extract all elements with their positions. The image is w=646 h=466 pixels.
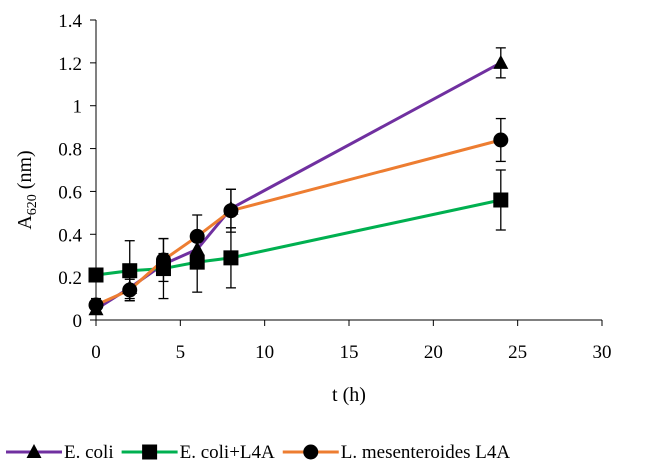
legend-marker-triangle [26,444,42,458]
legend-marker-square [142,444,158,460]
data-point-e-coli-l4a [189,254,205,270]
series-line-l-mesenteroides-l4a [95,138,502,307]
legend-item-e-coli: E. coli [6,442,114,463]
x-tick-label: 15 [340,342,359,363]
legend-item-l-mesenteroides-l4a: L. mesenteroides L4A [282,442,511,463]
legend: E. coli E. coli+L4A L. mesenteroides L4A [6,442,510,463]
legend-label: L. mesenteroides L4A [341,442,511,463]
data-point-e-coli-l4a [88,267,104,283]
error-bars [91,47,506,315]
data-point-e-coli [189,241,205,256]
legend-label: E. coli+L4A [180,442,275,463]
x-tick-label: 10 [255,342,274,363]
y-tick-label: 0.4 [58,225,82,246]
x-tick-label: 20 [424,342,443,363]
y-axis-title-subscript: 620 [25,194,40,215]
y-tick-label: 0 [73,311,83,332]
data-point-l-mesenteroides-l4a [223,203,239,219]
x-ticks: 0 5 10 15 20 25 30 [91,320,612,363]
x-axis-title: t (h) [332,384,366,406]
data-point-l-mesenteroides-l4a [88,297,104,313]
y-tick-label: 1 [73,97,83,118]
data-point-l-mesenteroides-l4a [493,132,509,148]
data-point-e-coli-l4a [493,192,509,208]
axes [95,20,602,321]
y-tick-label: 1.2 [58,54,82,75]
data-point-e-coli-l4a [223,250,239,266]
data-point-e-coli [493,54,509,69]
data-point-l-mesenteroides-l4a [122,282,138,298]
x-tick-label: 5 [176,342,186,363]
y-tick-label: 1.4 [58,11,82,32]
series-markers [88,54,509,316]
x-tick-label: 30 [593,342,612,363]
y-axis-title: A620 (nm) [14,150,40,229]
legend-marker-circle [303,444,319,460]
legend-label: E. coli [64,442,114,463]
x-tick-label: 0 [91,342,101,363]
x-tick-label: 25 [508,342,527,363]
data-point-l-mesenteroides-l4a [189,228,205,244]
data-point-l-mesenteroides-l4a [155,252,171,268]
legend-item-e-coli-l4a: E. coli+L4A [121,442,275,463]
y-ticks: 0 0.2 0.4 0.6 0.8 1 1.2 1.4 [58,11,96,332]
y-tick-label: 0.6 [58,182,82,203]
y-tick-label: 0.2 [58,268,82,289]
y-axis-title-unit: (nm) [14,150,36,194]
y-tick-label: 0.8 [58,140,82,161]
data-point-e-coli-l4a [122,263,138,279]
y-axis-title-main: A [14,215,36,230]
series-layer [88,47,509,316]
